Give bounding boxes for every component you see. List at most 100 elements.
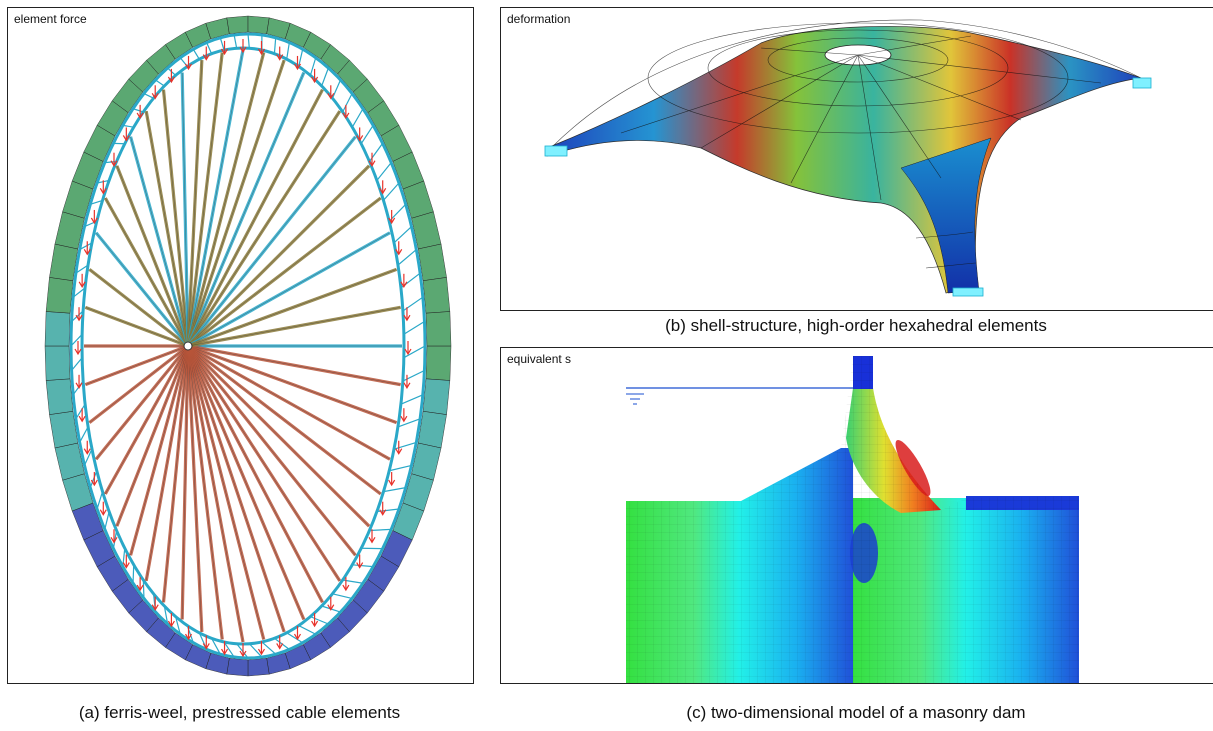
- load-arrow-head: [99, 509, 107, 516]
- cable-outline: [187, 345, 203, 632]
- truss-member: [342, 93, 353, 113]
- cable-outline: [187, 345, 356, 556]
- panel-c-masonry-dam: equivalent stres: [500, 347, 1213, 684]
- load-arrow-head: [151, 604, 159, 611]
- truss-member: [155, 79, 165, 87]
- cable-outline: [187, 345, 285, 632]
- load-arrow-head: [356, 562, 364, 569]
- load-arrow-head: [78, 281, 86, 288]
- truss-member: [79, 426, 89, 443]
- caption-a: (a) ferris-weel, prestressed cable eleme…: [78, 703, 401, 722]
- masonry-dam-figure: [626, 356, 1079, 683]
- cable-outline: [163, 345, 189, 603]
- load-arrow-head: [83, 448, 91, 455]
- truss-member: [400, 394, 424, 405]
- cable-outline: [187, 197, 381, 347]
- truss-member: [331, 79, 342, 99]
- force-block: [49, 411, 79, 449]
- truss-member: [89, 470, 98, 488]
- load-arrow-head: [400, 281, 408, 288]
- ferris-wheel-figure: [44, 15, 452, 677]
- cable-outline: [181, 72, 189, 347]
- panel-b-shell-structure: deformation: [500, 7, 1213, 311]
- load-arrow-head: [311, 76, 319, 84]
- truss-member: [90, 199, 103, 205]
- cable-outline: [187, 345, 264, 640]
- cable-outline: [187, 307, 401, 347]
- truss-member: [236, 643, 249, 659]
- load-arrows: [74, 39, 412, 658]
- load-arrow-head: [403, 314, 411, 322]
- cable-outline: [187, 345, 223, 640]
- truss-member: [247, 33, 250, 49]
- load-arrow-head: [404, 348, 412, 356]
- cable-outline: [105, 345, 189, 495]
- load-arrow-head: [327, 92, 335, 100]
- prestressed-cables: [84, 49, 402, 643]
- load-arrow-head: [75, 382, 83, 389]
- load-arrow-head: [122, 562, 130, 569]
- shell-structure-figure: [544, 19, 1152, 297]
- cable-outline: [130, 345, 189, 556]
- cable-outline: [105, 197, 189, 347]
- truss-member: [96, 491, 104, 510]
- panel-a-label: element force: [14, 12, 87, 26]
- truss-member: [206, 42, 213, 54]
- truss-member: [248, 643, 263, 658]
- force-block: [226, 658, 249, 677]
- truss-member: [83, 448, 93, 466]
- load-arrow-head: [110, 536, 118, 544]
- cable-outline: [187, 60, 285, 347]
- truss-member: [79, 242, 93, 251]
- panel-a-ferris-wheel: element force: [7, 7, 474, 684]
- cable-outline: [187, 52, 223, 347]
- truss-member: [211, 637, 221, 655]
- truss-member: [403, 345, 426, 359]
- load-arrow-head: [239, 46, 247, 54]
- load-arrow-head: [293, 63, 302, 71]
- cable-outline: [187, 232, 390, 347]
- cable-outline: [187, 345, 390, 460]
- load-arrow-head: [110, 160, 118, 167]
- truss-member: [383, 182, 400, 201]
- cable-outline: [187, 345, 340, 581]
- truss-member: [143, 93, 154, 99]
- load-arrow-head: [83, 248, 91, 256]
- load-arrow-head: [74, 348, 82, 356]
- load-arrow-head: [276, 54, 284, 61]
- load-arrow-head: [379, 509, 387, 516]
- truss-member: [142, 580, 145, 599]
- cable-outline: [187, 345, 397, 423]
- caption-b: (b) shell-structure, high-order hexahedr…: [665, 316, 1047, 335]
- truss-member: [233, 34, 238, 49]
- load-arrow-head: [75, 314, 83, 322]
- load-arrow-head: [151, 92, 159, 100]
- force-block: [49, 243, 79, 281]
- load-arrow-head: [184, 633, 193, 641]
- load-arrow-head: [99, 188, 107, 195]
- load-arrow-head: [311, 620, 319, 628]
- load-arrow-head: [221, 48, 229, 56]
- load-arrow-head: [293, 633, 302, 641]
- load-arrow-head: [167, 620, 175, 628]
- force-block: [422, 277, 451, 314]
- truss-member: [175, 616, 181, 635]
- load-arrow-head: [403, 382, 411, 389]
- load-arrow-head: [184, 63, 193, 71]
- cable-outline: [95, 345, 189, 460]
- load-arrow-head: [122, 135, 130, 142]
- truss-member: [397, 418, 421, 428]
- cable-outline: [85, 345, 189, 385]
- wheel-hub: [183, 341, 193, 351]
- truss-member: [393, 441, 417, 450]
- load-arrow-head: [90, 479, 98, 487]
- cable-outline: [130, 136, 189, 347]
- cable-outline: [89, 269, 189, 347]
- truss-member: [122, 124, 134, 128]
- truss-member: [163, 605, 169, 625]
- truss-member: [70, 333, 83, 347]
- truss-member: [332, 593, 353, 599]
- load-arrow-head: [342, 584, 350, 592]
- load-arrow-head: [379, 188, 387, 195]
- truss-member: [104, 511, 110, 530]
